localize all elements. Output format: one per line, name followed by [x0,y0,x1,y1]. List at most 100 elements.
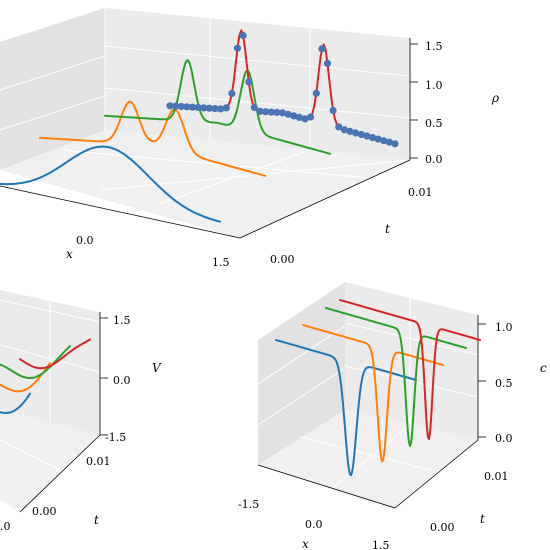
v-t-tick-0: 0.00 [32,505,57,518]
c-z-label: c [540,361,547,375]
rho-marker [335,123,343,131]
c-t-tick-1: 0.01 [484,470,509,483]
rho-side-pane [0,8,105,170]
c-t-tick-0: 0.00 [430,521,455,534]
rho-marker [346,127,354,135]
rho-z-tick-2: 1.0 [425,79,443,92]
rho-marker [183,103,191,111]
rho-t-tick-1: 0.01 [408,186,433,199]
rho-z-tick-3: 1.5 [425,40,443,53]
rho-series-2 [104,59,331,155]
v-z-label: V [152,361,162,375]
v-z-tick-top: 1.5 [113,314,131,327]
v-t-tick-1: 0.01 [86,455,111,468]
rho-marker [222,104,230,112]
c-x-axis [257,464,396,509]
c-z-tick-2: 1.0 [495,321,513,334]
rho-marker [312,89,320,97]
c-x-tick-0: -1.5 [238,498,259,511]
rho-t-tick-0: 0.00 [270,253,295,266]
rho-marker [256,107,264,115]
v-z-tick-mid: 0.0 [113,374,131,387]
rho-marker [368,134,377,142]
rho-marker [200,104,208,112]
rho-marker [177,102,185,111]
rho-marker [188,103,197,111]
rho-marker [233,44,242,52]
rho-marker [228,89,236,97]
c-z-tick-1: 0.5 [495,377,513,390]
c-series-0 [275,339,417,477]
c-x-tick-2: 1.5 [372,539,390,550]
rho-marker [284,110,292,118]
rho-marker [278,109,287,117]
rho-marker [380,137,388,145]
c-back-pane [345,282,478,440]
v-series-3 [19,338,91,370]
rho-marker [385,138,393,146]
rho-marker [217,105,225,113]
c-z-tick-0: 0.0 [495,432,513,445]
c-x-label: x [302,537,309,550]
c-t-label: t [480,512,485,526]
v-x-tick-0: .0 [0,520,11,533]
rho-series-0 [0,145,221,223]
v-series-2 [0,345,71,379]
rho-marker [205,104,213,112]
rho-z-label: ρ [491,91,499,105]
rho-z-tick-0: 0.0 [425,153,443,166]
c-series-1 [302,324,444,463]
rho-x-label: x [66,247,73,261]
rho-gridlines [0,8,411,205]
rho-marker [307,113,315,121]
panel-c: 1.0 0.5 0.0 c 0.00 0.01 t -1.5 0.0 1.5 x [238,282,547,550]
rho-series-1 [39,100,266,177]
rho-x-tick-1: 1.5 [212,256,230,269]
v-series-0 [0,392,31,414]
rho-t-axis [239,159,411,239]
rho-x-tick-0: 0.0 [76,234,94,247]
rho-t-label: t [385,222,390,236]
rho-marker [318,45,326,53]
rho-z-tickmarks [410,43,418,159]
c-t-axis [394,439,479,509]
v-z-tickmarks [100,317,108,436]
rho-x-axis [0,185,241,239]
c-z-tickmarks [478,323,486,438]
rho-floor-pane [0,130,410,238]
rho-marker [211,105,219,113]
rho-marker [329,106,337,115]
rho-marker [363,132,371,140]
panel-v: 1.5 0.0 -1.5 V 0.00 0.01 t .0 [0,290,162,533]
c-side-pane [258,282,345,465]
rho-marker [250,103,258,112]
rho-marker [295,113,303,121]
c-curves [275,299,481,477]
rho-marker [172,102,180,110]
v-t-axis [19,434,101,513]
rho-marker [391,140,399,148]
rho-marker [352,129,360,137]
rho-marker [323,59,332,67]
v-curves [0,338,91,414]
c-x-tick-1: 0.0 [305,518,323,531]
rho-marker [273,108,281,116]
rho-marker [374,135,382,143]
rho-marker [245,78,253,86]
rho-marker [340,126,348,134]
v-z-tick-bottom: -1.5 [105,431,126,444]
rho-marker [357,130,365,139]
rho-marker [166,102,174,110]
rho-marker [262,108,270,116]
rho-marker [290,112,298,120]
c-gridlines [257,298,479,491]
rho-marker [239,31,247,40]
rho-marker [301,115,309,123]
v-series-1 [0,362,51,393]
rho-marker [194,103,202,112]
c-series-3 [339,299,481,440]
v-t-label: t [94,513,99,527]
rho-marker [267,108,275,116]
rho-curves [0,29,399,223]
